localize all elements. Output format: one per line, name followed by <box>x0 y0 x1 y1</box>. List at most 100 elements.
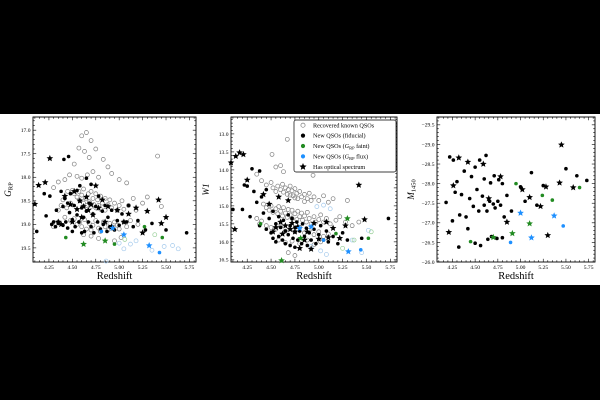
letterbox-top <box>0 0 600 114</box>
x-tick-label: 4.75 <box>493 265 503 271</box>
x-tick-label: 5.00 <box>314 265 324 271</box>
y-tick-label: −26.0 <box>422 260 435 266</box>
y-tick-label: −29.5 <box>422 123 435 129</box>
series-has-optical-spectrum <box>445 141 577 239</box>
series-recovered-known-qsos <box>51 130 164 244</box>
y-tick-label: 16.5 <box>219 258 229 264</box>
series-new-qsos-fiducial <box>444 153 589 249</box>
plot-frame <box>436 116 596 263</box>
series-new-qsos-grp-faint <box>63 224 165 246</box>
x-tick-label: 4.25 <box>242 265 252 271</box>
series-new-qsos-fiducial <box>231 144 391 250</box>
y-tick-label: 19.5 <box>21 246 31 252</box>
figure-canvas: 4.25 4.50 4.75 5.00 5.25 5.50 5.75 17.0 17.5 18.0… <box>0 114 600 285</box>
y-tick-label: −29.0 <box>422 142 435 148</box>
series-has-optical-spectrum-grp-flux <box>109 224 153 249</box>
series-new-qsos-grp-flux <box>99 229 162 255</box>
panel-m1450-vs-redshift: 4.25 4.50 4.75 5.00 5.25 5.50 5.75 −29.5 −29.0 −2… <box>406 116 596 282</box>
y-tick-label: 16.0 <box>219 240 229 246</box>
filled-circle-marker-icon <box>300 154 306 159</box>
y-tick-label: 17.5 <box>21 152 31 158</box>
legend-item-label: New QSOs (GRP faint) <box>313 143 370 151</box>
x-tick-label: 5.25 <box>538 265 548 271</box>
x-axis-label: Redshift <box>498 271 534 282</box>
y-tick-label: −27.5 <box>422 201 435 207</box>
series-has-optical-spectrum-grp-flux <box>296 223 352 255</box>
series-recovered-light-green <box>122 232 158 242</box>
legend-item-label: Recovered known QSOs <box>313 122 375 129</box>
series-new-qsos-grp-flux <box>508 224 566 245</box>
x-tick-label: 4.25 <box>448 265 458 271</box>
axis-ticks <box>33 117 196 263</box>
letterbox-bottom <box>0 285 600 400</box>
legend-item: Has optical spectrum <box>299 163 365 171</box>
legend-item-label: New QSOs (GRP flux) <box>313 154 368 162</box>
filled-circle-marker-icon <box>300 143 306 149</box>
series-new-qsos-fiducial <box>34 154 189 235</box>
x-tick-label: 5.25 <box>338 265 348 271</box>
y-tick-label: 18.0 <box>21 175 31 181</box>
x-axis-label: Redshift <box>97 271 133 282</box>
series-has-optical-spectrum-grp-faint <box>489 220 533 241</box>
y-tick-label: 15.5 <box>219 222 229 228</box>
x-tick-label: 4.50 <box>67 265 77 271</box>
series-has-optical-spectrum-grp-flux <box>517 209 558 241</box>
y-axis-label: GRP <box>3 182 15 197</box>
legend-item: Recovered known QSOs <box>300 122 375 129</box>
x-tick-label: 4.50 <box>470 265 480 271</box>
open-circle-marker-icon <box>300 122 306 128</box>
axis-ticks <box>231 117 397 262</box>
filled-circle-marker-icon <box>300 133 306 138</box>
y-tick-label: 15.0 <box>219 204 229 210</box>
x-tick-label: 5.50 <box>161 265 171 271</box>
y-tick-label: −28.5 <box>422 162 435 168</box>
y-tick-label: 13.5 <box>219 150 229 156</box>
x-tick-label: 4.25 <box>44 265 54 271</box>
y-tick-label: 19.0 <box>21 222 31 228</box>
legend-box <box>293 119 397 173</box>
y-tick-label: 13.0 <box>219 132 229 138</box>
x-tick-label: 5.25 <box>138 265 148 271</box>
x-tick-label: 5.50 <box>362 265 372 271</box>
series-has-optical-spectrum <box>227 149 368 252</box>
x-tick-label: 5.75 <box>385 265 395 271</box>
x-tick-label: 4.50 <box>266 265 276 271</box>
y-tick-label: 17.0 <box>21 128 31 134</box>
series-new-qsos-grp-flux <box>321 238 363 252</box>
x-axis-label: Redshift <box>296 271 332 282</box>
y-tick-label: 18.5 <box>21 199 31 205</box>
y-tick-label: −28.0 <box>422 182 435 188</box>
x-tick-label: 4.75 <box>91 265 101 271</box>
y-axis-label: W1 <box>201 184 211 196</box>
legend-item: New QSOs (fiducial) <box>300 133 366 140</box>
series-recovered-light-blue <box>103 238 181 264</box>
axis-ticks <box>437 116 595 263</box>
scatter-plots-svg: 4.25 4.50 4.75 5.00 5.25 5.50 5.75 17.0 17.5 18.0… <box>3 116 596 282</box>
legend-item: New QSOs (GRP flux) <box>300 154 368 162</box>
y-axis-label: M1450 <box>406 179 418 200</box>
series-recovered-light-green <box>340 229 374 251</box>
series-has-optical-spectrum-grp-faint <box>278 214 351 264</box>
series-recovered-light-blue <box>308 202 371 257</box>
x-tick-label: 5.75 <box>584 265 594 271</box>
panel-grp-vs-redshift: 4.25 4.50 4.75 5.00 5.25 5.50 5.75 17.0 17.5 18.0… <box>3 116 197 282</box>
panel-w1-vs-redshift: 4.25 4.50 4.75 5.00 5.25 5.50 5.75 13.0 13.5 14.0… <box>201 116 398 282</box>
y-tick-label: 14.0 <box>219 168 229 174</box>
x-tick-label: 5.00 <box>114 265 124 271</box>
x-tick-label: 5.00 <box>516 265 526 271</box>
x-tick-label: 5.50 <box>561 265 571 271</box>
plot-frame <box>32 116 197 263</box>
legend-item: New QSOs (GRP faint) <box>300 143 370 151</box>
y-tick-label: −26.5 <box>422 240 435 246</box>
legend-item-label: Has optical spectrum <box>313 164 365 171</box>
x-tick-label: 5.75 <box>185 265 195 271</box>
star-marker-icon <box>299 163 307 170</box>
x-tick-label: 4.75 <box>290 265 300 271</box>
series-new-qsos-grp-faint <box>258 222 371 241</box>
series-new-qsos-grp-faint <box>468 181 582 244</box>
legend-item-label: New QSOs (fiducial) <box>313 133 366 140</box>
y-tick-label: −27.0 <box>422 221 435 227</box>
y-tick-label: 14.5 <box>219 186 229 192</box>
series-has-optical-spectrum-grp-faint <box>80 237 109 247</box>
